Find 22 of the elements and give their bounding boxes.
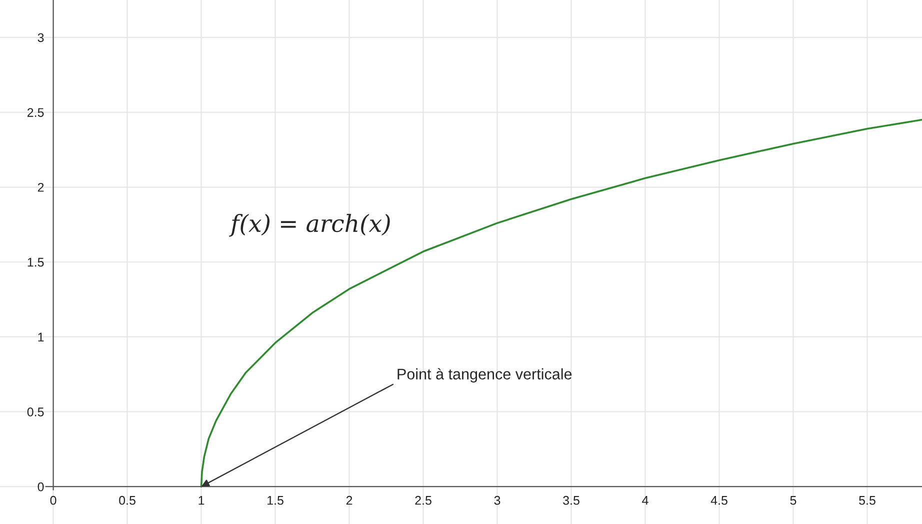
x-tick-label: 0 bbox=[50, 496, 56, 505]
x-tick-label: 3 bbox=[494, 496, 500, 505]
annotation: Point à tangence verticale bbox=[398, 368, 572, 383]
x-tick-label: 5 bbox=[790, 496, 796, 505]
x-tick-label: 4 bbox=[642, 496, 648, 505]
y-tick-label: 2.5 bbox=[28, 108, 44, 117]
x-tick-label: 2 bbox=[346, 496, 352, 505]
y-tick-label: 2 bbox=[38, 182, 44, 192]
x-tick-label: 0.5 bbox=[119, 496, 136, 505]
y-tick-label: 3 bbox=[38, 33, 44, 42]
y-tick-label: 0.5 bbox=[27, 408, 44, 416]
x-tick-label: 3.5 bbox=[563, 496, 580, 505]
y-tick-label: 1.5 bbox=[28, 258, 44, 267]
line-series bbox=[200, 118, 922, 488]
x-tick-label: 4.5 bbox=[710, 496, 728, 505]
y-tick-label: 1 bbox=[38, 332, 44, 342]
y-tick-label: 0 bbox=[38, 482, 44, 492]
annotation: f(x) = arch(x) bbox=[229, 214, 390, 237]
x-tick-label: 5.5 bbox=[859, 496, 876, 505]
x-tick-label: 2.5 bbox=[415, 496, 432, 505]
x-tick-label: 1.5 bbox=[268, 496, 284, 505]
x-tick-label: 1 bbox=[198, 496, 204, 505]
